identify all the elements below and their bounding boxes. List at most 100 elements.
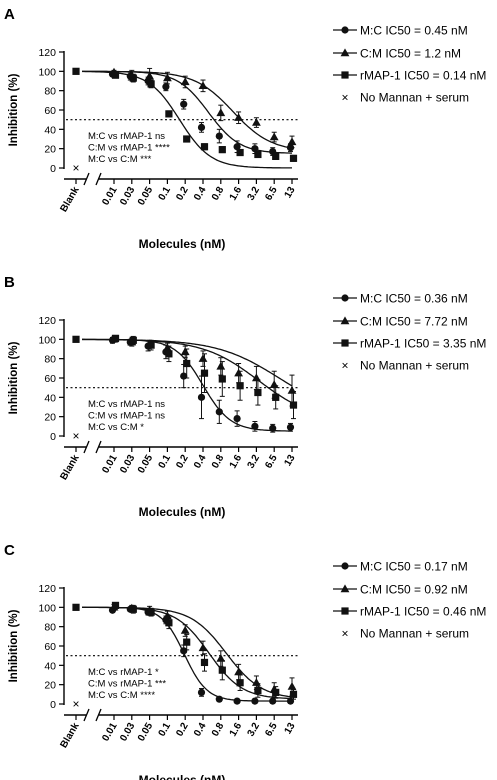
- y-tick-label: 80: [44, 622, 56, 634]
- no-mannan-point: ×: [72, 429, 79, 443]
- x-tick-label: 0.2: [174, 453, 191, 471]
- x-tick-label: 0.01: [100, 453, 119, 476]
- data-point: [233, 415, 241, 423]
- data-point: [183, 359, 191, 368]
- x-tick-label: 0.01: [100, 185, 119, 208]
- y-tick-label: 20: [44, 680, 56, 692]
- data-point: [180, 100, 188, 108]
- data-point: [252, 117, 261, 126]
- legend-label: No Mannan + serum: [360, 91, 469, 105]
- x-tick-label: 13: [283, 453, 298, 469]
- legend-label: No Mannan + serum: [360, 627, 469, 641]
- y-tick-label: 0: [50, 431, 56, 443]
- x-tick-label-blank: Blank: [58, 185, 81, 214]
- x-tick-label: 0.01: [100, 721, 119, 744]
- data-point: [236, 382, 244, 390]
- y-axis: 0 20 40 60 80 100 120 Inhibition (%): [8, 47, 65, 175]
- data-point: [289, 690, 298, 698]
- data-point: [269, 697, 277, 705]
- legend-label: rMAP-1 IC50 = 0.46 nM: [360, 605, 486, 619]
- data-point: [234, 368, 243, 377]
- x-tick-label: 0.05: [136, 185, 155, 208]
- x-tick-label: 13: [283, 185, 298, 201]
- legend-marker: [341, 562, 349, 570]
- y-axis: 0 20 40 60 80 100 120 Inhibition (%): [8, 315, 65, 443]
- series-square: [82, 70, 298, 169]
- data-point: [200, 369, 209, 377]
- y-tick-label: 20: [44, 412, 56, 424]
- stats-line: M:C vs rMAP-1 *: [88, 667, 159, 678]
- x-tick-label: 3.2: [246, 185, 263, 203]
- data-point: [254, 150, 262, 159]
- axis-break-mark: [95, 172, 102, 186]
- series-square: [82, 334, 298, 420]
- x-tick-label: 1.6: [228, 721, 245, 739]
- data-point: [147, 80, 155, 88]
- legend-marker: [340, 48, 350, 57]
- data-point: [197, 688, 206, 697]
- y-tick-label: 40: [44, 124, 56, 136]
- blank-point: [72, 335, 80, 343]
- data-point: [198, 81, 208, 90]
- stats-line: M:C vs C:M ***: [88, 154, 152, 165]
- y-tick-label: 100: [38, 334, 56, 346]
- stats-annotation: M:C vs rMAP-1 nsC:M vs rMAP-1 nsM:C vs C…: [88, 399, 165, 433]
- data-point: [162, 83, 170, 91]
- x-tick-label: 1.6: [228, 185, 245, 203]
- data-point: [183, 135, 191, 143]
- y-tick-label: 40: [44, 392, 56, 404]
- x-axis: Blank 0.010.030.05 0.1 0.2 0.4 0.8 1.6 3.2 6.5 13…: [58, 708, 298, 780]
- legend-marker: [340, 584, 350, 593]
- legend-marker: [341, 294, 349, 302]
- y-tick-label: 0: [50, 699, 56, 711]
- data-point: [269, 424, 277, 432]
- x-axis-label: Molecules (nM): [139, 773, 226, 780]
- data-point: [129, 605, 137, 613]
- data-point: [289, 401, 298, 409]
- x-axis-label: Molecules (nM): [139, 505, 226, 519]
- stats-line: C:M vs rMAP-1 ***: [88, 679, 166, 690]
- y-tick-label: 60: [44, 373, 56, 385]
- y-tick-label: 40: [44, 660, 56, 672]
- data-point: [145, 71, 154, 80]
- data-point: [197, 393, 206, 401]
- x-tick-label: 0.1: [157, 185, 174, 203]
- data-point: [111, 334, 120, 342]
- x-axis: Blank 0.010.030.05 0.1 0.2 0.4 0.8 1.6 3.2 6.5 13…: [58, 172, 298, 251]
- y-tick-label: 120: [38, 47, 56, 59]
- legend-marker: [341, 607, 349, 615]
- y-tick-label: 60: [44, 105, 56, 117]
- data-point: [215, 408, 223, 416]
- x-tick-label: 0.8: [210, 185, 227, 203]
- x-tick-label-blank: Blank: [58, 453, 81, 482]
- data-point: [287, 682, 297, 690]
- panel-letter: B: [4, 274, 15, 291]
- x-tick-label: 0.03: [118, 453, 137, 476]
- axis-break-mark: [83, 172, 90, 186]
- x-tick-label: 0.05: [136, 453, 155, 476]
- data-point: [272, 688, 280, 696]
- data-point: [180, 647, 188, 655]
- legend: M:C IC50 = 0.45 nM C:M IC50 = 1.2 nM rMAP-…: [333, 24, 486, 105]
- blank-point: [72, 603, 80, 611]
- data-point: [218, 146, 226, 154]
- data-point: [233, 143, 241, 151]
- y-tick-label: 100: [38, 66, 56, 78]
- legend-label: No Mannan + serum: [360, 359, 469, 373]
- series-square: [82, 601, 298, 700]
- x-tick-label: 0.4: [192, 721, 209, 739]
- legend-label: M:C IC50 = 0.45 nM: [360, 24, 468, 38]
- data-point: [215, 132, 223, 140]
- stats-line: M:C vs rMAP-1 ns: [88, 131, 165, 142]
- data-point: [216, 653, 226, 662]
- x-tick-label: 13: [283, 721, 298, 737]
- y-tick-label: 80: [44, 86, 56, 98]
- legend-marker: [341, 339, 349, 347]
- x-tick-label: 0.2: [174, 185, 191, 203]
- x-tick-label: 0.03: [118, 185, 137, 208]
- legend-marker: ×: [341, 91, 348, 105]
